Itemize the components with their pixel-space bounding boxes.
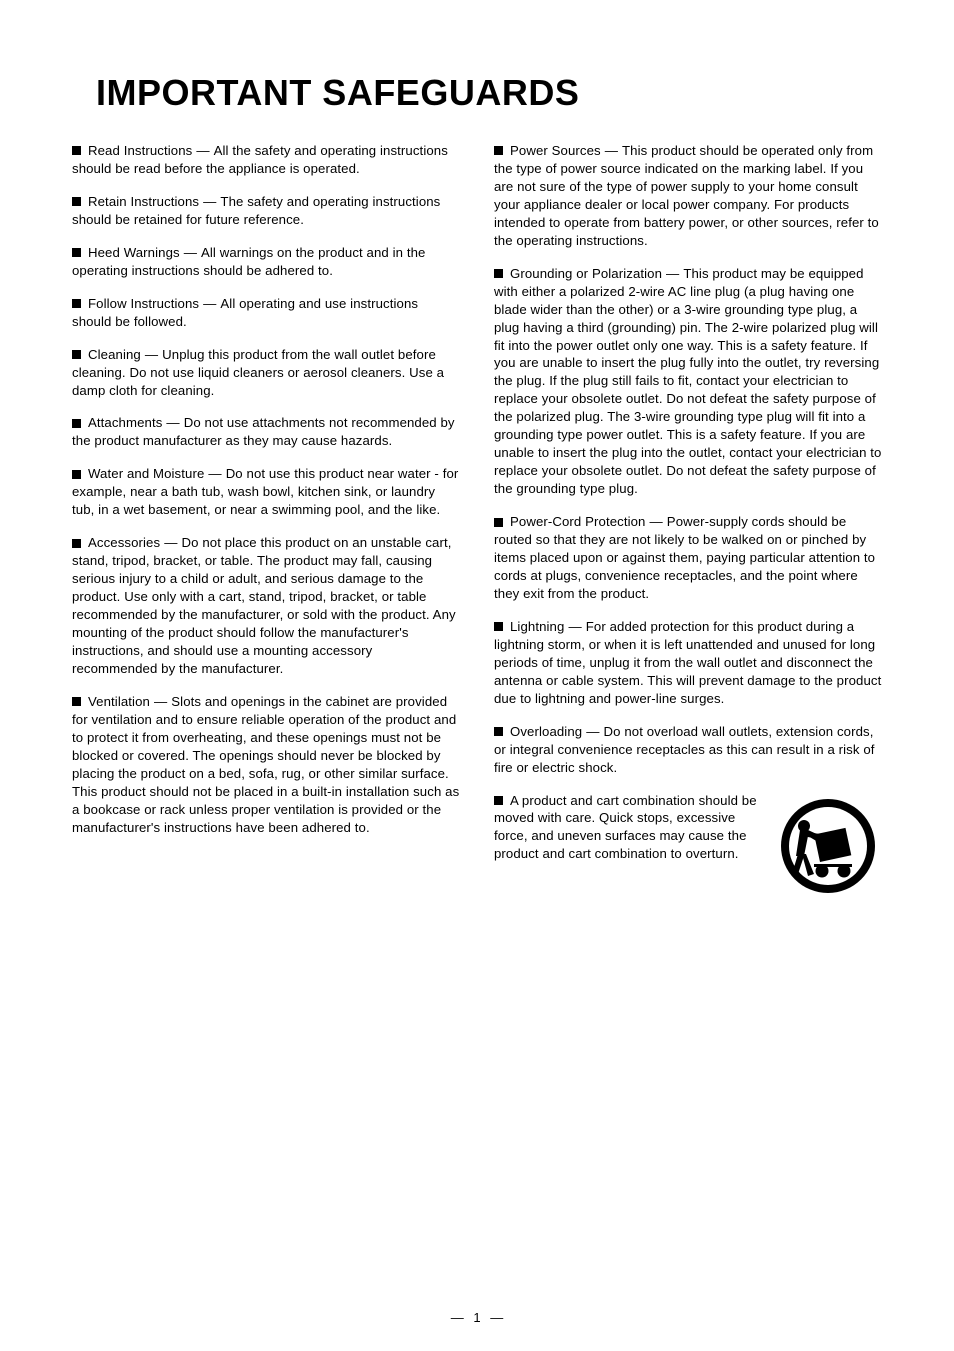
dash-separator: — <box>203 295 216 313</box>
dash-separator: — <box>145 346 158 364</box>
dash-separator: — <box>605 142 618 160</box>
footer-dash-left: — <box>451 1310 464 1325</box>
bullet-icon <box>72 697 81 706</box>
dash-separator: — <box>208 465 221 483</box>
bullet-icon <box>72 539 81 548</box>
bullet-icon <box>494 622 503 631</box>
bullet-icon <box>494 796 503 805</box>
dash-separator: — <box>203 193 216 211</box>
safeguard-item: Overloading—Do not overload wall outlets… <box>494 723 882 777</box>
safeguard-item: Power-Cord Protection—Power-supply cords… <box>494 513 882 603</box>
bullet-icon <box>494 518 503 527</box>
bullet-icon <box>494 727 503 736</box>
dash-separator: — <box>166 414 179 432</box>
item-lead: Grounding or Polarization <box>510 266 662 281</box>
right-column: Power Sources—This product should be ope… <box>494 142 882 915</box>
item-lead: Water and Moisture <box>88 466 204 481</box>
left-column: Read Instructions—All the safety and ope… <box>72 142 460 915</box>
item-lead: Overloading <box>510 724 582 739</box>
bullet-icon <box>494 146 503 155</box>
safeguard-item: Ventilation —Slots and openings in the ca… <box>72 693 460 837</box>
item-lead: Power Sources <box>510 143 601 158</box>
footer-dash-right: — <box>490 1310 503 1325</box>
cart-warning-icon <box>778 796 878 896</box>
cart-icon-wrap <box>778 792 882 901</box>
item-lead: Attachments <box>88 415 162 430</box>
item-lead: Lightning <box>510 619 564 634</box>
safeguard-item: Water and Moisture—Do not use this produ… <box>72 465 460 519</box>
safeguard-item: Accessories —Do not place this product on… <box>72 534 460 678</box>
bullet-icon <box>72 419 81 428</box>
safeguard-item: Attachments—Do not use attachments not r… <box>72 414 460 450</box>
bullet-icon <box>72 299 81 308</box>
item-lead: Cleaning <box>88 347 141 362</box>
dash-separator: — <box>568 618 581 636</box>
safeguard-item: Power Sources —This product should be ope… <box>494 142 882 250</box>
dash-separator: — <box>196 142 209 160</box>
page-footer: — 1 — <box>0 1310 954 1325</box>
dash-separator: — <box>154 693 167 711</box>
bullet-icon <box>72 197 81 206</box>
item-body: This product may be equipped with either… <box>494 266 881 496</box>
dash-separator: — <box>184 244 197 262</box>
dash-separator: — <box>650 513 663 531</box>
safeguard-item: Lightning—For added protection for this … <box>494 618 882 708</box>
item-body: This product should be operated only fro… <box>494 143 879 248</box>
safeguard-item: Read Instructions—All the safety and ope… <box>72 142 460 178</box>
item-lead: Accessories <box>88 535 160 550</box>
item-lead: Retain Instructions <box>88 194 199 209</box>
item-lead: Ventilation <box>88 694 150 709</box>
item-lead: Power-Cord Protection <box>510 514 646 529</box>
cart-text: A product and cart combination should be… <box>494 792 764 864</box>
dash-separator: — <box>164 534 177 552</box>
item-body: Do not place this product on an unstable… <box>72 535 456 676</box>
safeguard-item: Follow Instructions—All operating and us… <box>72 295 460 331</box>
page-title: IMPORTANT SAFEGUARDS <box>72 72 882 114</box>
dash-separator: — <box>586 723 599 741</box>
item-lead: Heed Warnings <box>88 245 180 260</box>
safeguard-item: Cleaning—Unplug this product from the wa… <box>72 346 460 400</box>
content-columns: Read Instructions—All the safety and ope… <box>72 142 882 915</box>
safeguard-item: A product and cart combination should be… <box>494 792 882 901</box>
bullet-icon <box>494 269 503 278</box>
item-body: A product and cart combination should be… <box>494 793 757 862</box>
bullet-icon <box>72 350 81 359</box>
bullet-icon <box>72 470 81 479</box>
bullet-icon <box>72 146 81 155</box>
item-body: Slots and openings in the cabinet are pr… <box>72 694 459 835</box>
item-lead: Read Instructions <box>88 143 192 158</box>
safeguard-item: Retain Instructions—The safety and opera… <box>72 193 460 229</box>
safeguard-item: Heed Warnings—All warnings on the produc… <box>72 244 460 280</box>
bullet-icon <box>72 248 81 257</box>
page-number: 1 <box>473 1310 480 1325</box>
safeguard-item: Grounding or Polarization —This product m… <box>494 265 882 498</box>
dash-separator: — <box>666 265 679 283</box>
item-lead: Follow Instructions <box>88 296 199 311</box>
document-page: IMPORTANT SAFEGUARDS Read Instructions—A… <box>0 0 954 1351</box>
